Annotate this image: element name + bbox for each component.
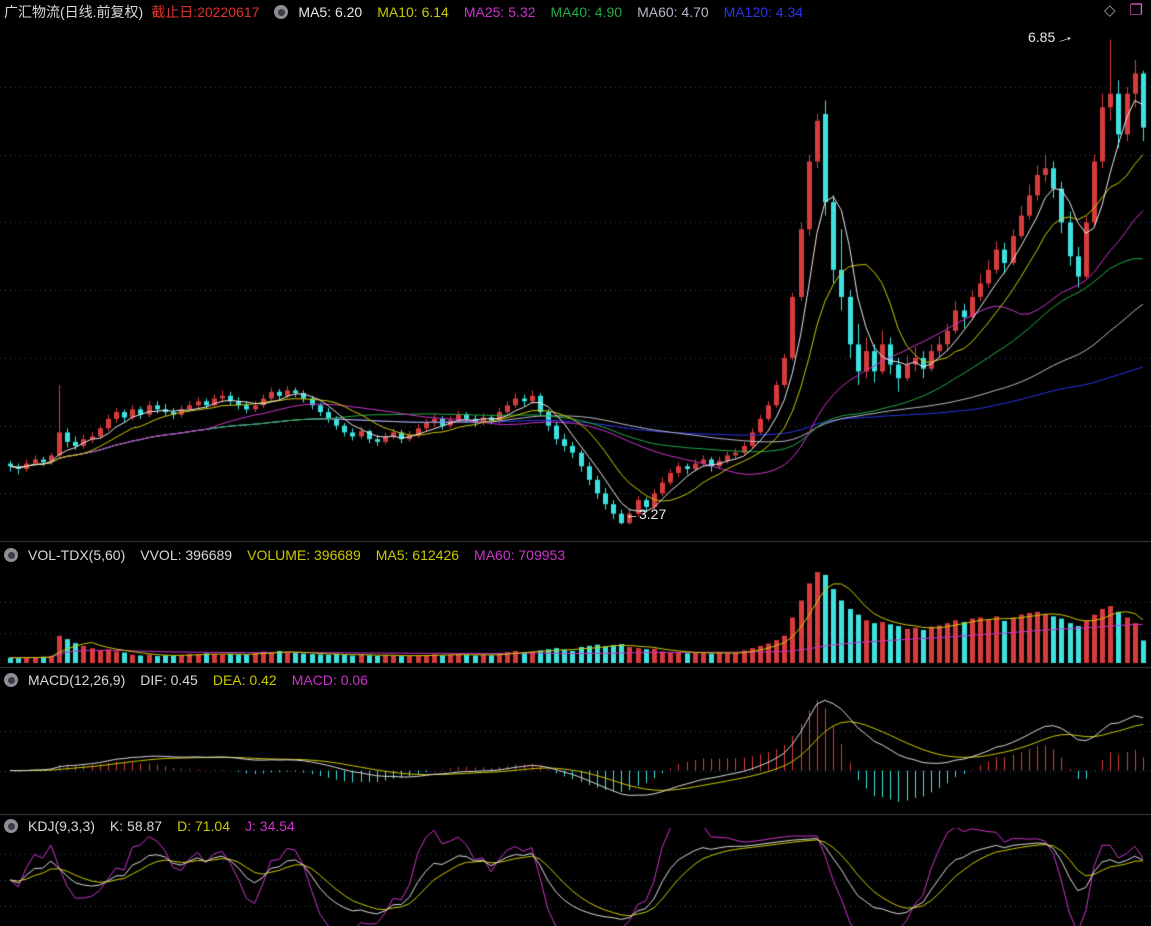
macd-indicator-menu-icon-dot [7,676,15,684]
volume-indicator-menu-icon-dot [7,551,15,559]
volume-indicator-menu-icon[interactable] [4,548,18,562]
kdj-indicator-menu-icon[interactable] [4,819,18,833]
d-value-label: D: 71.04 [177,818,231,834]
vvol-value-label: VVOL: 396689 [140,547,233,563]
kdj-panel-header: KDJ(9,3,3) K: 58.87 D: 71.04 J: 34.54 [4,818,310,834]
k-value-label: K: 58.87 [109,818,163,834]
ma40-value-label: MA40: 4.90 [550,4,623,20]
stock-title[interactable]: 广汇物流(日线.前复权) [4,4,144,20]
ma5-value-label: MA5: 6.20 [298,4,363,20]
price-annotation-high: 6.85 → [1028,27,1076,47]
volume-ma5-label: MA5: 612426 [375,547,460,563]
kdj-indicator-name[interactable]: KDJ(9,3,3) [28,818,95,834]
indicator-menu-icon[interactable] [274,5,289,19]
main-panel-header: 广汇物流(日线.前复权) 截止日:20220617 MA5: 6.20 MA10… [4,4,818,20]
volume-indicator-name[interactable]: VOL-TDX(5,60) [28,547,126,563]
ma120-value-label: MA120: 4.34 [723,4,804,20]
diamond-icon[interactable]: ◇ [1104,2,1116,19]
price-annotation-low: ←3.27 [625,506,667,522]
volume-panel-header: VOL-TDX(5,60) VVOL: 396689 VOLUME: 39668… [4,547,580,563]
kdj-indicator-menu-icon-dot [7,822,15,830]
window-controls: ◇ ❐ [1104,2,1143,20]
window-restore-icon[interactable]: ❐ [1129,2,1143,19]
annotation-high-value: 6.85 [1028,29,1056,45]
ma10-value-label: MA10: 6.14 [377,4,449,20]
dif-value-label: DIF: 0.45 [140,672,198,688]
dea-value-label: DEA: 0.42 [212,672,277,688]
indicator-menu-icon-dot [277,8,285,16]
macd-value-label: MACD: 0.06 [291,672,368,688]
volume-value-label: VOLUME: 396689 [247,547,361,563]
volume-ma60-label: MA60: 709953 [474,547,566,563]
macd-panel-header: MACD(12,26,9) DIF: 0.45 DEA: 0.42 MACD: … [4,672,383,688]
j-value-label: J: 34.54 [245,818,295,834]
ma60-value-label: MA60: 4.70 [637,4,709,20]
macd-indicator-name[interactable]: MACD(12,26,9) [28,672,126,688]
ma25-value-label: MA25: 5.32 [463,4,536,20]
macd-indicator-menu-icon[interactable] [4,673,18,687]
cutoff-date-label: 截止日:20220617 [151,4,260,20]
